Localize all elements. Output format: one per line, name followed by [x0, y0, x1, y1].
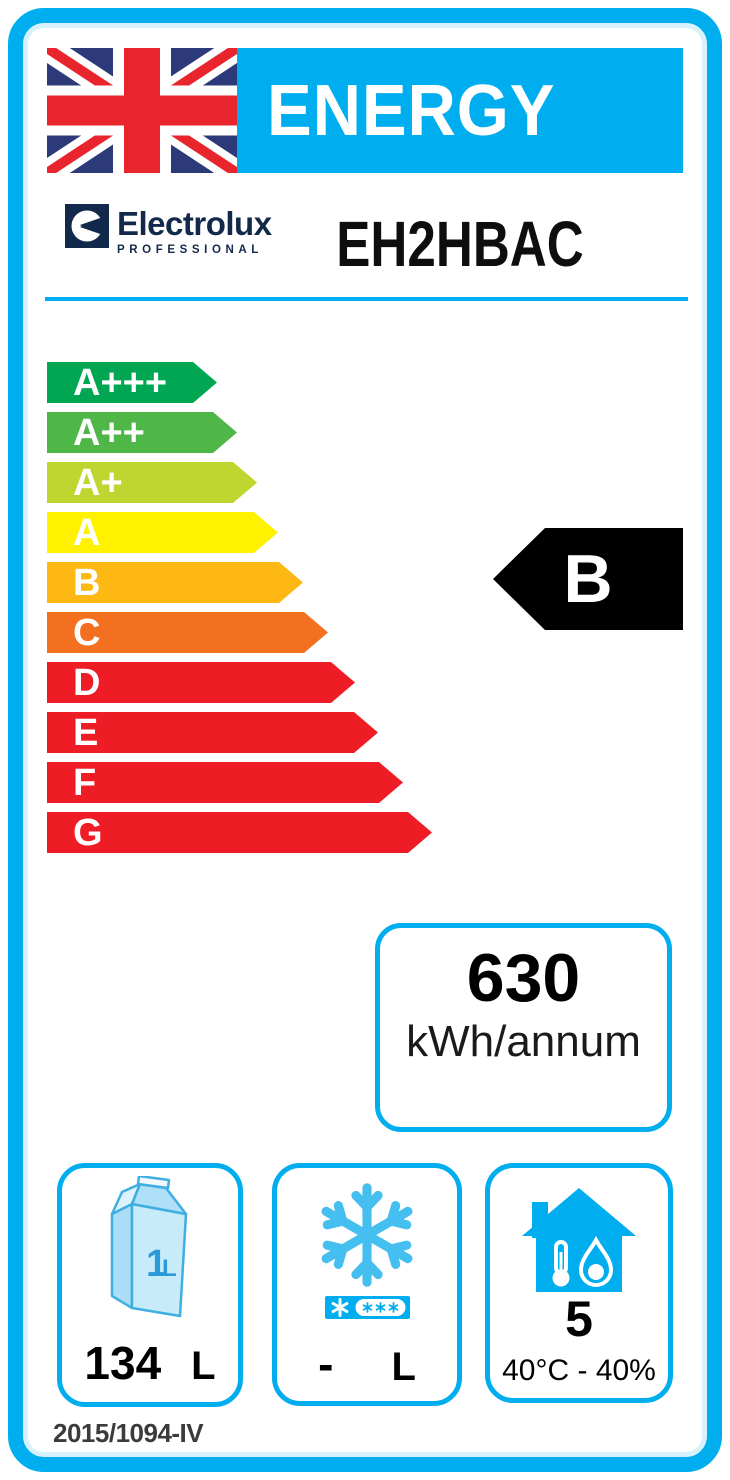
fridge-capacity-value: 134	[84, 1337, 162, 1389]
rating-label: A	[73, 511, 101, 554]
divider-line	[45, 297, 688, 301]
snowflake-icon	[321, 1183, 413, 1287]
rating-arrow-b: B	[47, 562, 303, 603]
uk-flag-icon	[47, 48, 237, 173]
rating-label: E	[73, 711, 99, 754]
freezer-capacity-unit: L	[391, 1345, 416, 1389]
current-rating-letter: B	[563, 541, 613, 617]
droplet-icon	[578, 1235, 614, 1287]
milk-carton-icon: 1 L	[110, 1176, 188, 1318]
brand-name: Electrolux	[117, 205, 272, 242]
rating-label: A++	[73, 411, 145, 454]
fridge-capacity-unit: L	[191, 1344, 216, 1388]
carton-volume-value: 1	[146, 1243, 167, 1285]
rating-arrow-a-plus-plus: A++	[47, 412, 237, 453]
rating-arrow-a: A	[47, 512, 278, 553]
freezer-capacity-row: - L	[277, 1341, 457, 1387]
rating-label: G	[73, 811, 103, 854]
rating-arrow-g: G	[47, 812, 432, 853]
rating-label: F	[73, 761, 97, 804]
freezer-star-rating-icon	[324, 1296, 410, 1319]
freezer-capacity-value: -	[318, 1338, 334, 1390]
fridge-capacity-row: 134 L	[62, 1340, 238, 1386]
carton-volume-unit: L	[162, 1255, 177, 1282]
annual-energy-unit: kWh/annum	[406, 1017, 641, 1066]
rating-label: A+	[73, 461, 123, 504]
rating-label: B	[73, 561, 101, 604]
rating-label: C	[73, 611, 101, 654]
rating-arrow-d: D	[47, 662, 355, 703]
energy-title: ENERGY	[267, 70, 556, 151]
thermometer-icon	[552, 1240, 570, 1287]
current-rating-arrow: B	[493, 528, 683, 630]
energy-banner: ENERGY	[237, 48, 683, 173]
rating-arrow-f: F	[47, 762, 403, 803]
annual-energy-value: 630	[466, 940, 581, 1016]
climate-condition: 40°C - 40%	[502, 1354, 656, 1387]
freezer-capacity-box: - L	[272, 1163, 462, 1406]
climate-class-box: 5 40°C - 40%	[485, 1163, 673, 1403]
rating-arrow-a-plus-plus-plus: A+++	[47, 362, 217, 403]
rating-arrow-c: C	[47, 612, 328, 653]
fridge-capacity-box: 1 L 134 L	[57, 1163, 243, 1407]
brand-subtitle: PROFESSIONAL	[117, 244, 263, 256]
climate-class-value: 5	[565, 1291, 593, 1347]
rating-label: D	[73, 661, 101, 704]
rating-scale: A+++ A++ A+ A B C D E F G	[47, 362, 447, 862]
rating-arrow-a-plus: A+	[47, 462, 257, 503]
rating-arrow-e: E	[47, 712, 378, 753]
rating-label: A+++	[73, 361, 168, 404]
brand-text: Electrolux PROFESSIONAL	[117, 207, 272, 256]
annual-energy-box: 630 kWh/annum	[375, 923, 672, 1132]
electrolux-logo-icon	[65, 204, 109, 248]
house-climate-icon	[522, 1188, 636, 1292]
model-number: EH2HBAC	[336, 208, 584, 280]
regulation-reference: 2015/1094-IV	[53, 1418, 204, 1448]
